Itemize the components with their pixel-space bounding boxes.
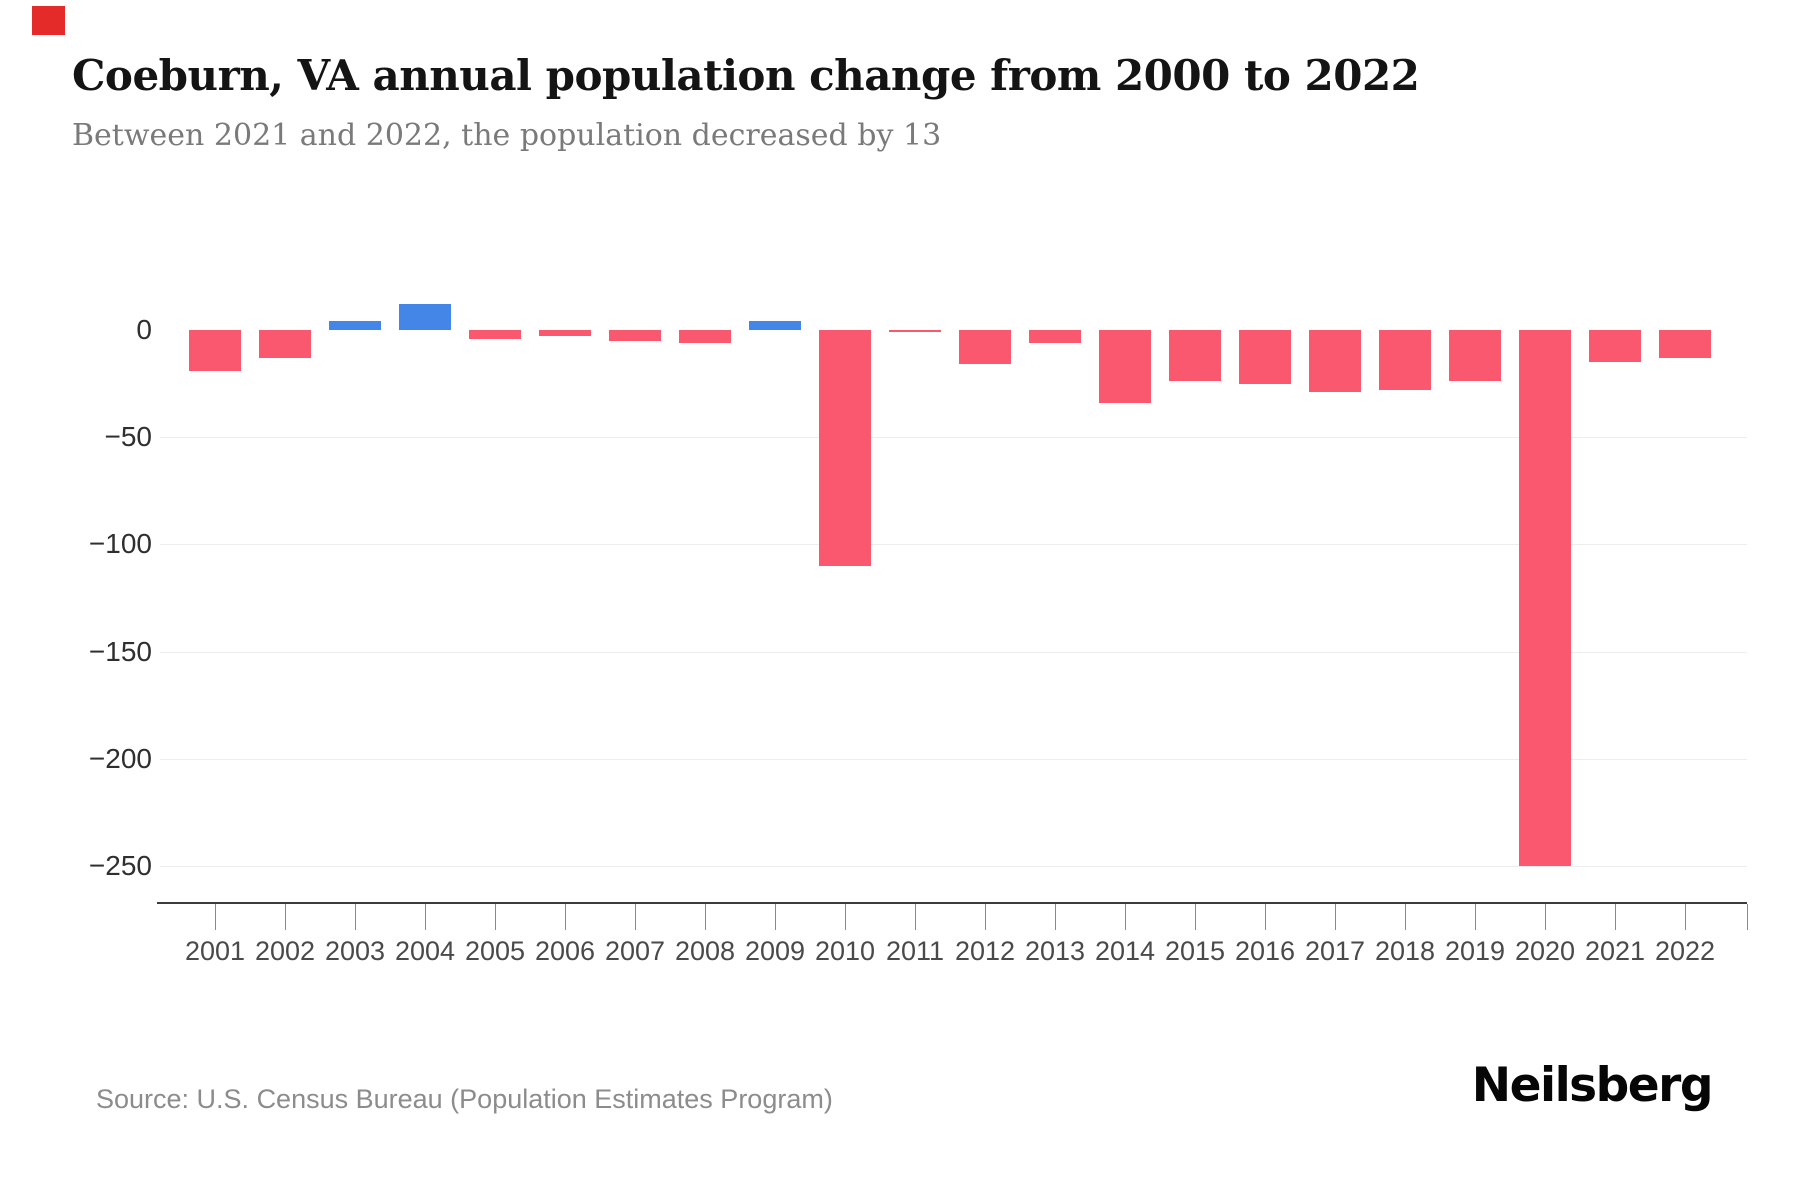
bar-2017	[1309, 330, 1361, 392]
x-axis-line	[157, 902, 1747, 904]
y-axis-tick-label: −150	[88, 636, 152, 667]
x-axis-tick	[985, 904, 986, 930]
x-axis-label: 2008	[674, 936, 736, 966]
bar-2018	[1379, 330, 1431, 390]
brand-logo: Neilsberg	[1471, 1058, 1714, 1113]
x-axis-label: 2017	[1304, 936, 1366, 966]
gridline	[160, 652, 1747, 653]
x-axis-label: 2013	[1024, 936, 1086, 966]
x-axis-label: 2014	[1094, 936, 1156, 966]
gridline	[160, 759, 1747, 760]
gridline	[160, 544, 1747, 545]
x-axis-label: 2022	[1654, 936, 1716, 966]
bar-2004	[399, 304, 451, 330]
x-axis-tick	[565, 904, 566, 930]
bar-2001	[189, 330, 241, 371]
x-axis-tick	[215, 904, 216, 930]
x-axis-label: 2003	[324, 936, 386, 966]
x-axis-tick	[1747, 904, 1748, 930]
x-axis-tick	[1545, 904, 1546, 930]
chart-subtitle: Between 2021 and 2022, the population de…	[72, 118, 942, 153]
bar-2016	[1239, 330, 1291, 384]
x-axis-tick	[495, 904, 496, 930]
x-axis-label: 2004	[394, 936, 456, 966]
x-axis-label: 2019	[1444, 936, 1506, 966]
x-axis-label: 2006	[534, 936, 596, 966]
source-note: Source: U.S. Census Bureau (Population E…	[96, 1084, 833, 1114]
y-axis-tick-label: 0	[136, 314, 152, 345]
x-axis-tick	[705, 904, 706, 930]
y-axis-tick-label: −250	[88, 850, 152, 881]
bar-chart: 0 −50 −100 −150 −200 −250 2001 2002 2003 2004 2005…	[88, 304, 1748, 966]
bar-2006	[539, 330, 591, 336]
x-axis-tick	[1685, 904, 1686, 930]
bar-2003	[329, 321, 381, 330]
x-axis-tick	[1615, 904, 1616, 930]
x-axis-label: 2018	[1374, 936, 1436, 966]
x-axis-label: 2001	[184, 936, 246, 966]
x-axis-tick	[775, 904, 776, 930]
x-axis-tick	[425, 904, 426, 930]
x-axis-label: 2021	[1584, 936, 1646, 966]
bar-2010	[819, 330, 871, 566]
y-axis-tick-label: −100	[88, 528, 152, 559]
x-axis-tick	[1475, 904, 1476, 930]
x-axis-label: 2002	[254, 936, 316, 966]
bar-2005	[469, 330, 521, 339]
bar-2020	[1519, 330, 1571, 866]
bar-2011	[889, 330, 941, 332]
x-axis-label: 2016	[1234, 936, 1296, 966]
x-axis-tick	[1055, 904, 1056, 930]
bar-2022	[1659, 330, 1711, 358]
x-axis-tick	[845, 904, 846, 930]
brand-mark	[32, 6, 65, 35]
x-axis-label: 2005	[464, 936, 526, 966]
bar-2008	[679, 330, 731, 343]
bar-2012	[959, 330, 1011, 364]
bar-2015	[1169, 330, 1221, 381]
x-axis-label: 2015	[1164, 936, 1226, 966]
x-axis-label: 2009	[744, 936, 806, 966]
bar-2009	[749, 321, 801, 330]
x-axis-label: 2020	[1514, 936, 1576, 966]
x-axis-label: 2012	[954, 936, 1016, 966]
bar-2019	[1449, 330, 1501, 381]
x-axis-label: 2011	[885, 936, 945, 966]
y-axis-tick-label: −200	[88, 743, 152, 774]
x-axis-tick	[285, 904, 286, 930]
bar-2021	[1589, 330, 1641, 362]
x-axis-tick	[1265, 904, 1266, 930]
x-axis-tick	[915, 904, 916, 930]
x-axis-tick	[1125, 904, 1126, 930]
x-axis-tick	[1195, 904, 1196, 930]
x-axis-tick	[635, 904, 636, 930]
x-axis-tick	[1405, 904, 1406, 930]
bar-2014	[1099, 330, 1151, 403]
bar-2002	[259, 330, 311, 358]
bar-2013	[1029, 330, 1081, 343]
x-axis-label: 2010	[814, 936, 876, 966]
x-axis-tick	[355, 904, 356, 930]
x-axis-tick	[1335, 904, 1336, 930]
bar-2007	[609, 330, 661, 341]
x-axis-label: 2007	[604, 936, 666, 966]
chart-title: Coeburn, VA annual population change fro…	[72, 51, 1420, 100]
gridline	[160, 866, 1747, 867]
y-axis-tick-label: −50	[104, 421, 153, 452]
gridline	[160, 437, 1747, 438]
